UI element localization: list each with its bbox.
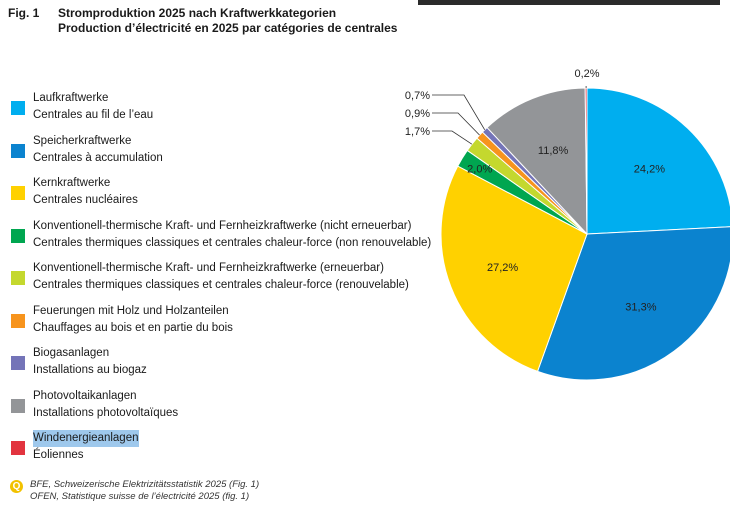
- legend-label-german: Laufkraftwerke: [33, 92, 109, 104]
- slice-label-windenergie: 0,2%: [574, 68, 599, 80]
- legend-item-thermisch-nicht-erneuerbar: Konventionell-thermische Kraft- und Fern…: [8, 218, 448, 252]
- leader-lines: [432, 86, 587, 145]
- legend-item-laufkraftwerke: Laufkraftwerke Centrales au fil de l’eau: [8, 90, 448, 124]
- legend-label-french: Centrales nucléaires: [33, 194, 138, 206]
- legend-swatch: [11, 271, 25, 285]
- legend-label-german: Feuerungen mit Holz und Holzanteilen: [33, 304, 229, 317]
- title-french: Production d’électricité en 2025 par cat…: [58, 21, 398, 35]
- legend-swatch: [11, 398, 25, 413]
- slice-label-speicherkraftwerke: 31,3%: [625, 302, 656, 314]
- slice-label-thermisch-nicht-erneuerbar: 2,0%: [467, 164, 492, 176]
- pie-slice-photovoltaik: [486, 87, 588, 236]
- legend-label-german: Windenergieanlagen: [33, 430, 139, 447]
- top-rule: [418, 0, 720, 5]
- legend-label-french: Centrales à accumulation: [33, 151, 163, 164]
- legend-swatch: [11, 313, 25, 328]
- pie-slice-speicherkraftwerke: [536, 226, 730, 381]
- leader-line-thermisch-erneuerbar: [432, 130, 473, 145]
- pie-slice-kernkraftwerke: [440, 165, 588, 373]
- legend-item-photovoltaik: Photovoltaikanlagen Installations photovo…: [8, 388, 448, 422]
- slice-label-holz: 0,9%: [405, 108, 430, 120]
- legend-label-french: Éoliennes: [33, 449, 84, 461]
- legend-label-french: Installations au biogaz: [33, 364, 147, 376]
- legend-label-german: Konventionell-thermische Kraft- und Fern…: [33, 219, 412, 232]
- legend-label-german: Konventionell-thermische Kraft- und Fern…: [33, 262, 384, 274]
- legend-swatch: [11, 143, 25, 158]
- legend-label-french: Centrales thermiques classiques et centr…: [33, 236, 432, 249]
- slice-label-thermisch-erneuerbar: 1,7%: [405, 126, 430, 138]
- legend-swatch: [11, 356, 25, 370]
- legend-label-german: Kernkraftwerke: [33, 177, 111, 189]
- source-info-icon: Q: [10, 480, 23, 493]
- leader-line-holz: [432, 112, 480, 136]
- source-note: Q BFE, Schweizerische Elektrizitätsstati…: [8, 479, 308, 505]
- slice-label-biogas: 0,7%: [405, 90, 430, 102]
- legend-item-kernkraftwerke: Kernkraftwerke Centrales nucléaires: [8, 175, 448, 209]
- pie-slice-laufkraftwerke: [586, 87, 730, 235]
- legend-label-french: Centrales thermiques classiques et centr…: [33, 279, 409, 291]
- pie-slices: [440, 87, 730, 381]
- legend-label-german: Biogasanlagen: [33, 347, 110, 359]
- legend-swatch: [11, 101, 25, 115]
- legend-item-windenergie: Windenergieanlagen Éoliennes: [8, 430, 448, 464]
- figure-title: Stromproduktion 2025 nach Kraftwerkkateg…: [58, 6, 397, 36]
- source-line-german: BFE, Schweizerische Elektrizitätsstatist…: [30, 479, 260, 490]
- legend-label-german: Photovoltaikanlagen: [33, 389, 137, 402]
- legend-label-french: Chauffages au bois et en partie du bois: [33, 321, 233, 334]
- legend-item-speicherkraftwerke: Speicherkraftwerke Centrales à accumulati…: [8, 133, 448, 167]
- leader-line-biogas: [432, 94, 486, 131]
- legend-item-holz: Feuerungen mit Holz und Holzanteilen Chau…: [8, 303, 448, 337]
- legend-item-thermisch-erneuerbar: Konventionell-thermische Kraft- und Fern…: [8, 260, 448, 294]
- pie-slice-windenergie: [584, 87, 588, 235]
- slice-label-photovoltaik: 11,8%: [538, 145, 569, 157]
- legend-label-french: Centrales au fil de l’eau: [33, 109, 154, 121]
- legend-swatch: [11, 186, 25, 200]
- legend-swatch: [11, 441, 25, 455]
- legend-label-german: Speicherkraftwerke: [33, 134, 132, 147]
- slice-label-kernkraftwerke: 27,2%: [487, 262, 518, 274]
- legend-swatch: [11, 228, 25, 243]
- slice-labels: 24,2% 31,3% 27,2% 2,0% 1,7% 0,9% 0,7% 11,8% 0,2%: [405, 68, 665, 314]
- title-german: Stromproduktion 2025 nach Kraftwerkkateg…: [58, 6, 337, 20]
- figure-number: Fig. 1: [8, 6, 40, 20]
- legend-label-french: Installations photovoltaïques: [33, 406, 179, 419]
- slice-label-laufkraftwerke: 24,2%: [634, 163, 665, 175]
- source-line-french: OFEN, Statistique suisse de l’électricit…: [30, 491, 250, 502]
- legend-item-biogas: Biogasanlagen Installations au biogaz: [8, 345, 448, 379]
